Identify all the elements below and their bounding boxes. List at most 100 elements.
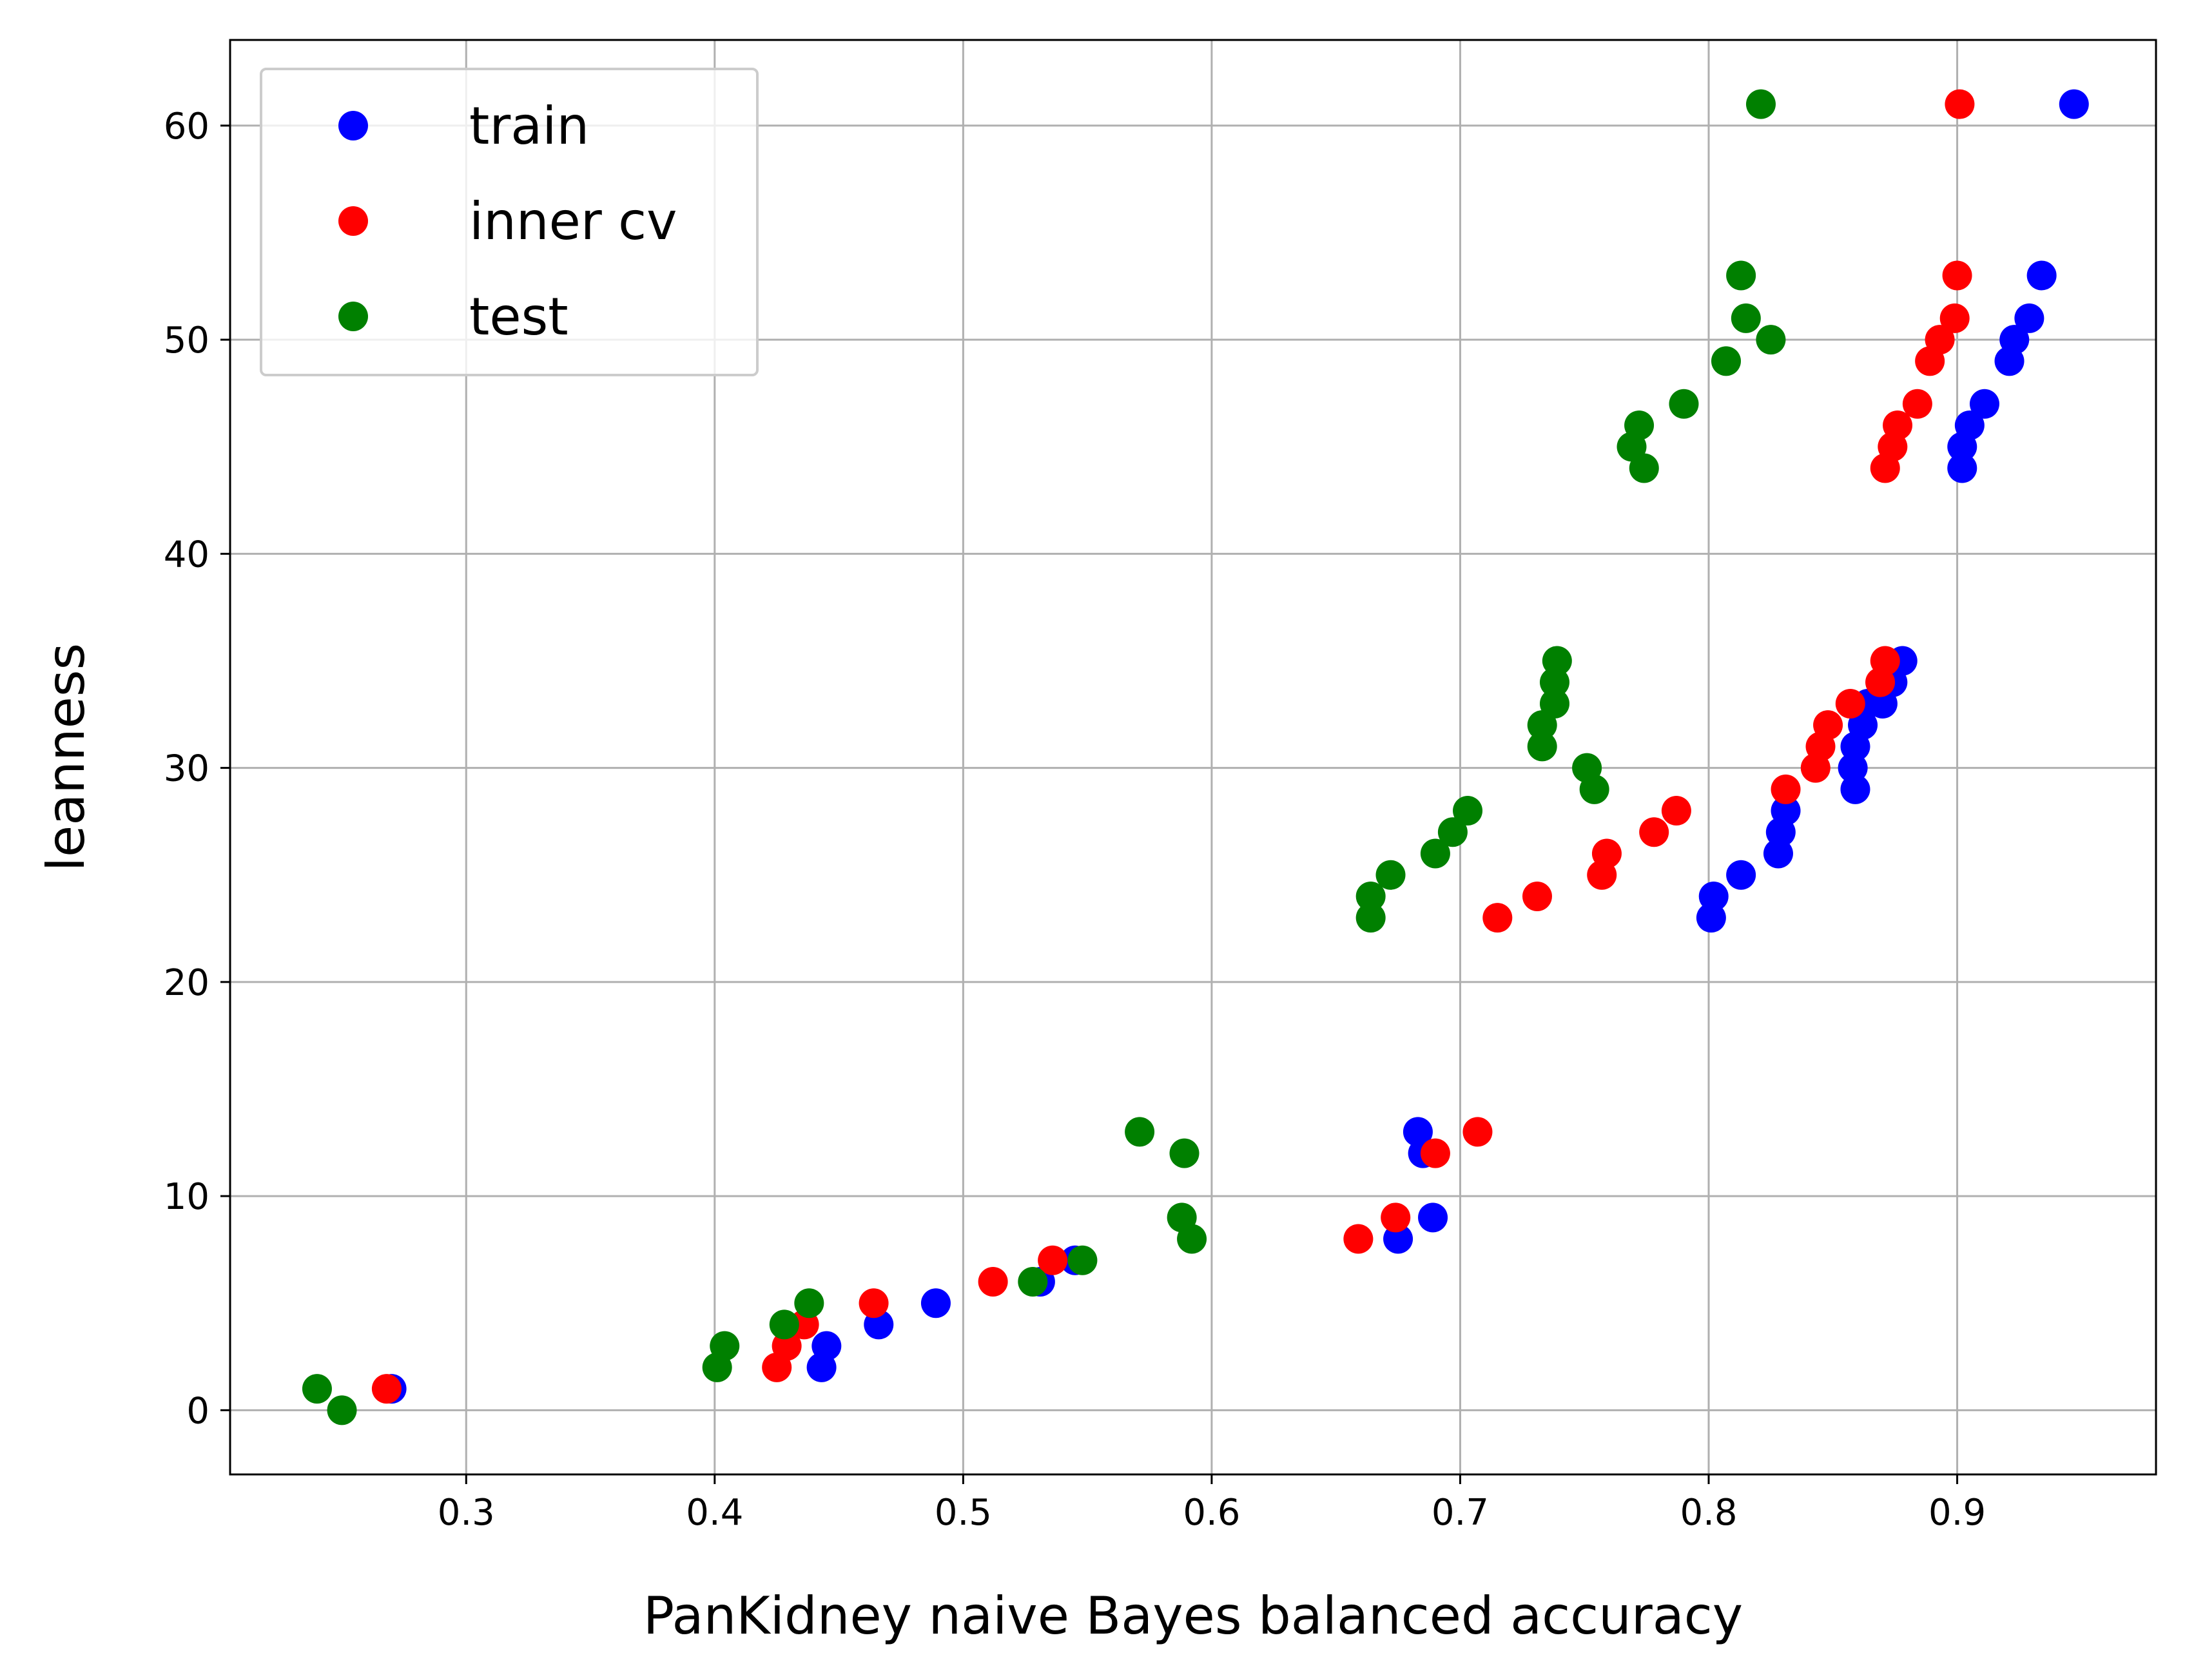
data-point — [327, 1395, 357, 1425]
data-point — [978, 1266, 1008, 1297]
legend: train inner cv test — [260, 68, 759, 376]
data-point — [1629, 453, 1659, 483]
data-point — [1355, 881, 1386, 911]
y-tick-label: 30 — [164, 748, 209, 790]
legend-entry: inner cv — [338, 191, 677, 251]
y-tick-label: 0 — [186, 1390, 209, 1432]
data-point — [1639, 817, 1669, 847]
data-point — [1343, 1224, 1374, 1254]
data-point — [1420, 1138, 1450, 1168]
data-point — [1945, 89, 1975, 119]
data-point — [1726, 260, 1756, 291]
data-point — [2026, 260, 2057, 291]
y-axis-ticks: 0 10 20 30 40 50 60 — [164, 106, 230, 1432]
x-tick-label: 0.3 — [438, 1492, 495, 1534]
data-point — [859, 1288, 889, 1318]
y-tick-label: 50 — [164, 320, 209, 362]
legend-marker — [338, 206, 368, 236]
legend-label: test — [469, 287, 568, 347]
x-tick-label: 0.9 — [1928, 1492, 1986, 1534]
data-point — [1954, 410, 1985, 441]
data-point — [1771, 796, 1801, 826]
data-point — [1726, 860, 1756, 890]
data-point — [1542, 646, 1572, 676]
series-train — [376, 89, 2089, 1404]
data-point — [1669, 389, 1699, 419]
data-point — [1125, 1117, 1155, 1147]
plot-frame — [229, 39, 2157, 1476]
data-point — [1539, 667, 1569, 697]
data-point — [1038, 1245, 1068, 1275]
data-point — [1969, 389, 1999, 419]
data-point — [1838, 753, 1868, 783]
legend-entry: test — [338, 287, 568, 347]
data-point — [302, 1374, 332, 1404]
data-point — [1947, 453, 1977, 483]
data-point — [1902, 389, 1932, 419]
data-point — [1939, 303, 1970, 333]
x-axis-label: PanKidney naive Bayes balanced accuracy — [643, 1586, 1743, 1646]
data-point — [1591, 838, 1622, 869]
data-point — [1771, 774, 1801, 804]
data-point — [794, 1288, 824, 1318]
data-point — [1870, 646, 1900, 676]
data-point — [1527, 710, 1557, 740]
y-tick-label: 40 — [164, 534, 209, 575]
y-axis-label: leanness — [36, 643, 96, 871]
data-point — [1018, 1266, 1048, 1297]
data-point — [1624, 410, 1655, 441]
y-tick-label: 10 — [164, 1176, 209, 1218]
legend-label: train — [469, 96, 589, 156]
data-point — [811, 1331, 842, 1361]
legend-entry: train — [338, 96, 589, 156]
y-tick-label: 60 — [164, 106, 209, 148]
data-point — [1167, 1202, 1197, 1233]
data-point — [1067, 1245, 1098, 1275]
data-point — [1999, 325, 2030, 355]
y-tick-label: 20 — [164, 962, 209, 1004]
data-point — [1745, 89, 1776, 119]
data-point — [1731, 303, 1761, 333]
data-point — [1462, 1117, 1493, 1147]
x-tick-label: 0.5 — [935, 1492, 992, 1534]
legend-box — [260, 68, 759, 376]
data-point — [1539, 688, 1569, 719]
data-point — [1763, 838, 1793, 869]
x-tick-label: 0.6 — [1183, 1492, 1240, 1534]
data-point — [1942, 260, 1972, 291]
data-point — [1437, 817, 1468, 847]
data-point — [1835, 688, 1865, 719]
data-point — [2059, 89, 2089, 119]
x-tick-label: 0.7 — [1432, 1492, 1489, 1534]
data-point — [1696, 903, 1726, 933]
data-point — [769, 1309, 799, 1340]
data-point — [1572, 753, 1602, 783]
legend-marker — [338, 302, 368, 331]
data-point — [1527, 731, 1557, 762]
data-point — [1355, 903, 1386, 933]
data-point — [1813, 710, 1843, 740]
data-point — [1883, 410, 1913, 441]
series-inner-cv — [371, 89, 1975, 1404]
data-point — [1522, 881, 1552, 911]
data-point — [1381, 1202, 1411, 1233]
series-test — [302, 89, 1786, 1425]
data-point — [1756, 325, 1786, 355]
data-point — [1482, 903, 1513, 933]
data-point — [1698, 881, 1729, 911]
x-tick-label: 0.4 — [686, 1492, 743, 1534]
data-point — [920, 1288, 951, 1318]
data-point — [1375, 860, 1406, 890]
data-point — [1420, 838, 1450, 869]
data-point — [1453, 796, 1483, 826]
data-point — [710, 1331, 740, 1361]
data-point — [1169, 1138, 1199, 1168]
data-point — [371, 1374, 402, 1404]
x-axis-ticks: 0.3 0.4 0.5 0.6 0.7 0.8 0.9 — [438, 1474, 1986, 1534]
data-point — [1403, 1117, 1433, 1147]
data-points — [302, 89, 2089, 1425]
data-point — [2014, 303, 2044, 333]
data-point — [1661, 796, 1691, 826]
data-point — [1925, 325, 1955, 355]
